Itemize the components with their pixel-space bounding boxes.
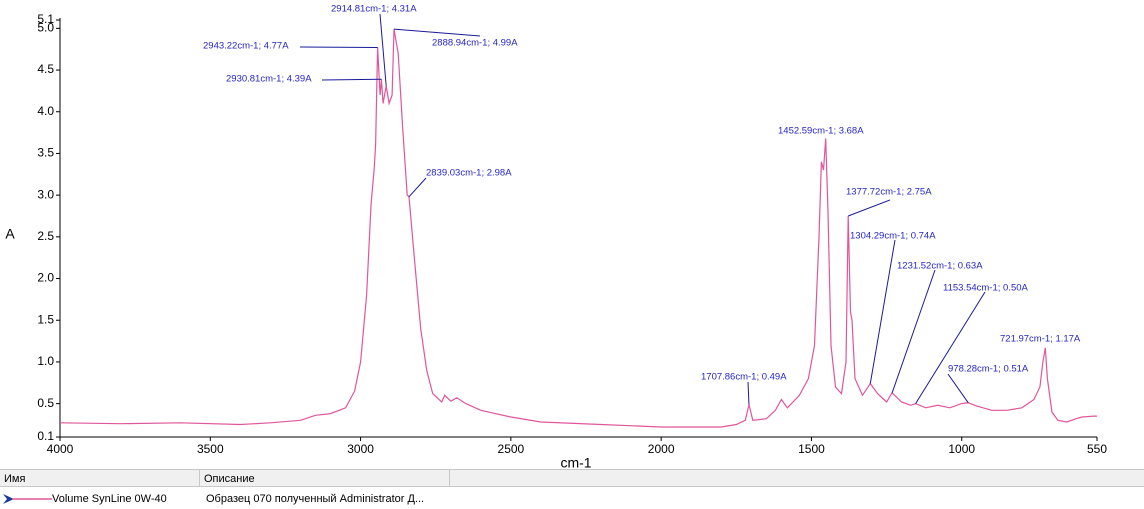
x-tick-label: 3000 bbox=[347, 442, 374, 456]
peak-leader bbox=[891, 269, 936, 393]
legend-table: Имя Описание Volume SynLine 0W-40 Образе… bbox=[0, 469, 1144, 509]
x-tick-label: 4000 bbox=[47, 442, 74, 456]
peak-label: 1304.29cm-1; 0.74A bbox=[850, 231, 936, 242]
peak-label: 1153.54cm-1; 0.50A bbox=[943, 283, 1029, 294]
peak-label: 2839.03cm-1; 2.98A bbox=[426, 168, 512, 179]
y-tick-label: 5.0 bbox=[37, 21, 54, 35]
column-header[interactable]: Имя bbox=[0, 469, 200, 487]
spectrum-line bbox=[59, 29, 1097, 428]
peak-label: 2943.22cm-1; 4.77A bbox=[203, 41, 289, 52]
peak-leader bbox=[299, 46, 378, 49]
y-tick-label: 3.0 bbox=[37, 187, 54, 201]
y-tick-label: 2.5 bbox=[37, 229, 54, 243]
x-tick-label: 2000 bbox=[648, 442, 675, 456]
y-tick-label: 4.5 bbox=[37, 62, 54, 76]
x-tick-label: 550 bbox=[1087, 442, 1107, 456]
x-tick-label: 2500 bbox=[498, 442, 525, 456]
column-header[interactable]: Описание bbox=[200, 469, 450, 487]
peak-label: 1452.59cm-1; 3.68A bbox=[778, 126, 864, 137]
peak-leader bbox=[869, 239, 896, 384]
x-axis-label: cm-1 bbox=[560, 455, 591, 468]
peak-leader bbox=[321, 78, 382, 81]
peak-label: 721.97cm-1; 1.17A bbox=[1000, 334, 1081, 345]
x-tick-label: 1500 bbox=[798, 442, 825, 456]
peak-leader bbox=[915, 291, 986, 404]
series-description[interactable]: Образец 070 полученный Administrator Д..… bbox=[206, 493, 425, 505]
peak-label: 2930.81cm-1; 4.39A bbox=[226, 74, 312, 85]
peak-label: 1377.72cm-1; 2.75A bbox=[846, 187, 932, 198]
peak-leader bbox=[379, 13, 387, 86]
series-icon bbox=[3, 494, 52, 504]
y-tick-label: 1.5 bbox=[37, 312, 54, 326]
y-tick-label: 5.1 bbox=[37, 12, 54, 26]
x-tick-label: 1000 bbox=[948, 442, 975, 456]
y-tick-label: 1.0 bbox=[37, 354, 54, 368]
peak-leader bbox=[393, 28, 481, 37]
peak-leader bbox=[408, 177, 427, 198]
y-tick-label: 0.5 bbox=[37, 396, 54, 410]
peak-label: 2888.94cm-1; 4.99A bbox=[432, 38, 518, 49]
y-tick-label: 4.0 bbox=[37, 104, 54, 118]
peak-label: 1231.52cm-1; 0.63A bbox=[897, 261, 983, 272]
y-axis-label: A bbox=[5, 226, 15, 242]
x-tick-label: 3500 bbox=[197, 442, 224, 456]
y-tick-label: 0.1 bbox=[37, 429, 54, 443]
peak-label: 1707.86cm-1; 0.49A bbox=[701, 372, 787, 383]
peak-label: 2914.81cm-1; 4.31A bbox=[331, 4, 417, 15]
peak-leader bbox=[747, 381, 750, 405]
peak-leader bbox=[848, 199, 891, 217]
peak-label: 978.28cm-1; 0.51A bbox=[948, 364, 1029, 375]
y-tick-label: 3.5 bbox=[37, 146, 54, 160]
chart: A cm-1 0.1 0.5 1.0 1.5 2.0 2.5 3.0 3.5 4.0 4.5 5.0… bbox=[5, 4, 1107, 471]
y-tick-label: 2.0 bbox=[37, 271, 54, 285]
series-name[interactable]: Volume SynLine 0W-40 bbox=[52, 493, 167, 505]
peak-leader bbox=[947, 373, 969, 404]
header-filler bbox=[450, 469, 1144, 487]
